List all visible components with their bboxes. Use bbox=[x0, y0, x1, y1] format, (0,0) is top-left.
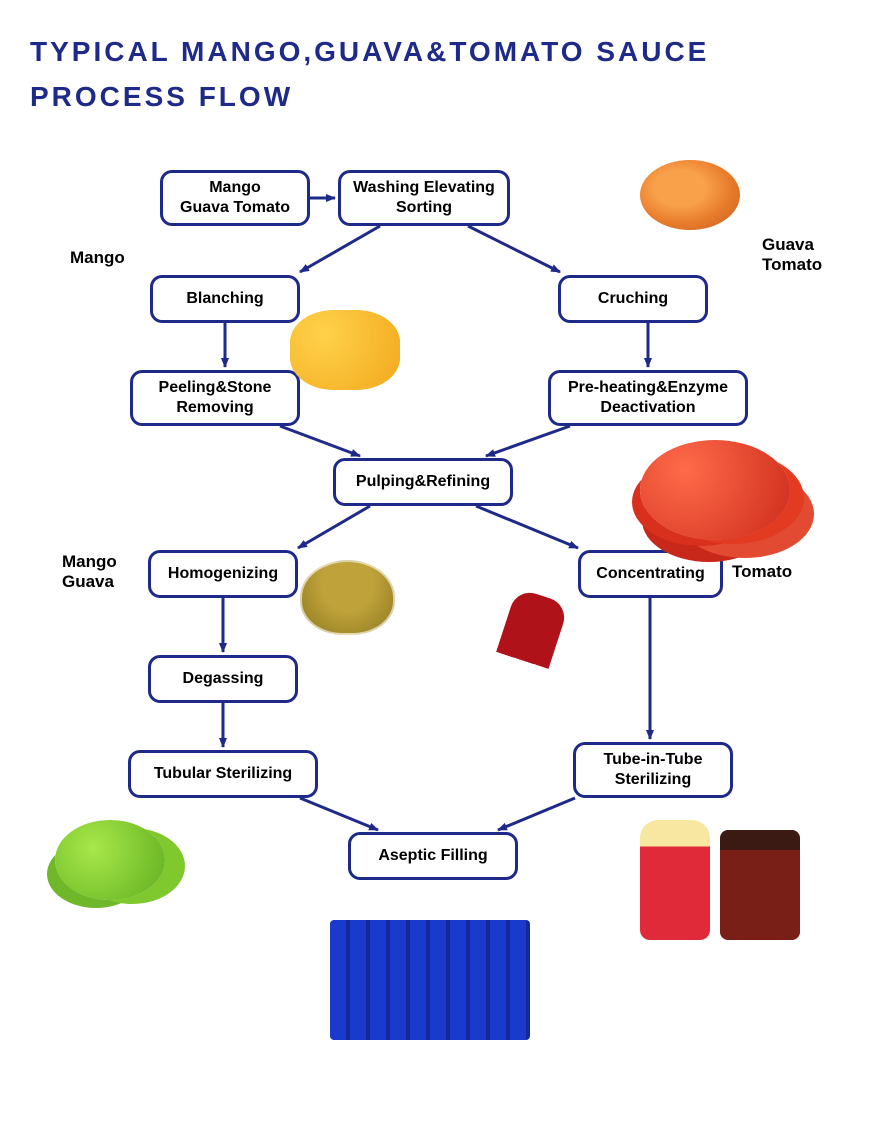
title-line-1: TYPICAL MANGO,GUAVA&TOMATO SAUCE bbox=[30, 30, 709, 75]
node-aseptic: Aseptic Filling bbox=[348, 832, 518, 880]
edge-pulping-to-concentrating bbox=[476, 506, 578, 548]
node-tubular: Tubular Sterilizing bbox=[128, 750, 318, 798]
green-guavas-image bbox=[55, 820, 165, 900]
branch-label-mangoguava: MangoGuava bbox=[62, 552, 117, 592]
node-concentrating: Concentrating bbox=[578, 550, 723, 598]
heinz-bottle-image bbox=[640, 820, 710, 940]
edge-preheat-to-pulping bbox=[486, 426, 570, 456]
node-pulping: Pulping&Refining bbox=[333, 458, 513, 506]
title-line-2: PROCESS FLOW bbox=[30, 75, 709, 120]
edge-pulping-to-homogenizing bbox=[298, 506, 370, 548]
cherry-tomatoes-image bbox=[640, 440, 790, 540]
pesto-jar-image bbox=[720, 830, 800, 940]
edge-tubeintube-to-aseptic bbox=[498, 798, 575, 830]
node-preheat: Pre-heating&EnzymeDeactivation bbox=[548, 370, 748, 426]
barrels-image bbox=[330, 920, 530, 1040]
branch-label-mango: Mango bbox=[70, 248, 125, 268]
node-blanching: Blanching bbox=[150, 275, 300, 323]
edge-wash-to-blanching bbox=[300, 226, 380, 272]
sauce-bowl-image bbox=[300, 560, 395, 635]
ketchup-bottle-image bbox=[471, 588, 570, 748]
cut-mango-image bbox=[290, 310, 400, 390]
node-wash: Washing ElevatingSorting bbox=[338, 170, 510, 226]
edge-wash-to-cruching bbox=[468, 226, 560, 272]
guava-half-image bbox=[640, 160, 740, 230]
node-peeling: Peeling&StoneRemoving bbox=[130, 370, 300, 426]
branch-label-tomato: Tomato bbox=[732, 562, 792, 582]
node-degassing: Degassing bbox=[148, 655, 298, 703]
edge-peeling-to-pulping bbox=[280, 426, 360, 456]
branch-label-guavatomato: GuavaTomato bbox=[762, 235, 822, 275]
page-title: TYPICAL MANGO,GUAVA&TOMATO SAUCE PROCESS… bbox=[30, 30, 709, 120]
node-tubeintube: Tube-in-TubeSterilizing bbox=[573, 742, 733, 798]
edge-tubular-to-aseptic bbox=[300, 798, 378, 830]
node-cruching: Cruching bbox=[558, 275, 708, 323]
node-input: MangoGuava Tomato bbox=[160, 170, 310, 226]
node-homogenizing: Homogenizing bbox=[148, 550, 298, 598]
